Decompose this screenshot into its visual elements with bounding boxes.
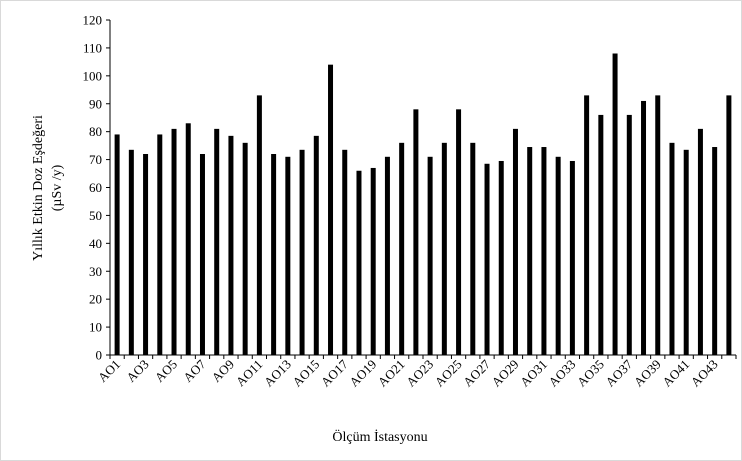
bar-ao8: [214, 128, 220, 355]
x-tick-label: AO37: [602, 356, 635, 389]
y-tick-label: 120: [83, 13, 103, 28]
bar-ao31: [541, 147, 547, 355]
y-tick-label: 10: [89, 320, 102, 335]
bar-ao41: [683, 149, 689, 355]
x-axis-title: Ölçüm İstasyonu: [332, 428, 427, 445]
x-tick-label: AO3: [123, 357, 151, 385]
y-tick-label: 30: [89, 264, 102, 279]
bar-ao30: [527, 147, 533, 355]
bar-ao38: [641, 100, 647, 355]
bar-ao33: [569, 160, 575, 355]
x-tick-label: AO21: [375, 357, 408, 390]
bar-ao10: [242, 142, 248, 355]
bar-ao32: [555, 156, 561, 355]
bar-ao23: [427, 156, 433, 355]
bar-ao2: [128, 149, 134, 355]
bar-ao29: [512, 128, 518, 355]
bar-ao15: [313, 135, 319, 355]
x-tick-label: AO17: [318, 356, 351, 389]
x-tick-label: AO19: [346, 357, 379, 390]
x-tick-label: AO41: [659, 357, 692, 390]
bar-ao27: [484, 163, 490, 355]
bar-ao39: [655, 95, 661, 355]
x-tick-label: AO43: [688, 357, 721, 390]
y-axis-ticks: 0 10 20 30 40 50 60 70 80 90 100 110 120: [83, 13, 110, 363]
bar-ao22: [413, 109, 419, 355]
x-tick-label: AO5: [152, 357, 180, 385]
y-tick-label: 50: [89, 208, 102, 223]
bar-ao17: [342, 149, 348, 355]
y-tick-label: 60: [89, 180, 102, 195]
y-tick-label: 40: [89, 236, 102, 251]
x-tick-label: AO7: [180, 356, 209, 385]
y-tick-label: 0: [96, 348, 103, 363]
x-tick-label: AO9: [209, 357, 237, 385]
x-tick-label: AO29: [489, 357, 522, 390]
bar-ao20: [384, 156, 390, 355]
y-axis-title-line2: (µSv /y): [50, 164, 65, 211]
bar-ao28: [498, 160, 504, 355]
bar-ao7: [199, 154, 205, 355]
bar-ao42: [697, 128, 703, 355]
bar-ao12: [271, 154, 277, 355]
y-tick-label: 80: [89, 124, 102, 139]
x-tick-label: AO27: [460, 356, 493, 389]
x-tick-label: AO39: [631, 357, 664, 390]
bar-ao3: [143, 154, 149, 355]
x-axis-ticks: AO1 AO3 AO5 AO7 AO9AO11AO13AO15AO17AO19AO21A…: [95, 355, 737, 390]
bar-ao19: [370, 167, 376, 355]
bar-ao37: [626, 114, 632, 356]
bar-ao5: [171, 128, 177, 355]
bars: [114, 53, 732, 356]
bar-ao34: [584, 95, 590, 355]
bar-ao35: [598, 114, 604, 356]
bar-ao9: [228, 135, 234, 355]
bar-ao26: [470, 142, 476, 355]
bar-ao11: [256, 95, 262, 355]
bar-ao1: [114, 134, 120, 355]
bar-ao24: [441, 142, 447, 355]
x-tick-label: AO31: [517, 357, 550, 390]
bar-ao13: [285, 156, 291, 355]
y-tick-label: 90: [89, 96, 102, 111]
x-tick-label: AO33: [545, 357, 578, 390]
x-tick-label: AO35: [574, 357, 607, 390]
y-tick-label: 100: [83, 68, 103, 83]
x-tick-label: AO25: [432, 357, 465, 390]
x-tick-label: AO23: [403, 357, 436, 390]
bar-ao40: [669, 142, 675, 355]
bar-ao18: [356, 170, 362, 355]
y-axis-title-line1: Yıllık Etkin Doz Eşdeğeri: [31, 115, 46, 261]
bar-ao36: [612, 53, 618, 355]
x-tick-label: AO13: [261, 357, 294, 390]
bar-ao14: [299, 149, 305, 355]
y-tick-label: 20: [89, 292, 102, 307]
bar-ao43: [712, 147, 718, 355]
bar-ao44: [726, 95, 732, 355]
bar-ao16: [328, 64, 334, 356]
y-tick-label: 70: [89, 152, 102, 167]
bar-ao6: [185, 123, 191, 356]
y-tick-label: 110: [83, 40, 102, 55]
bar-ao25: [456, 109, 462, 355]
bar-ao21: [399, 142, 405, 355]
x-tick-label: AO11: [233, 357, 266, 390]
bar-ao4: [157, 134, 163, 355]
x-tick-label: AO15: [289, 357, 322, 390]
